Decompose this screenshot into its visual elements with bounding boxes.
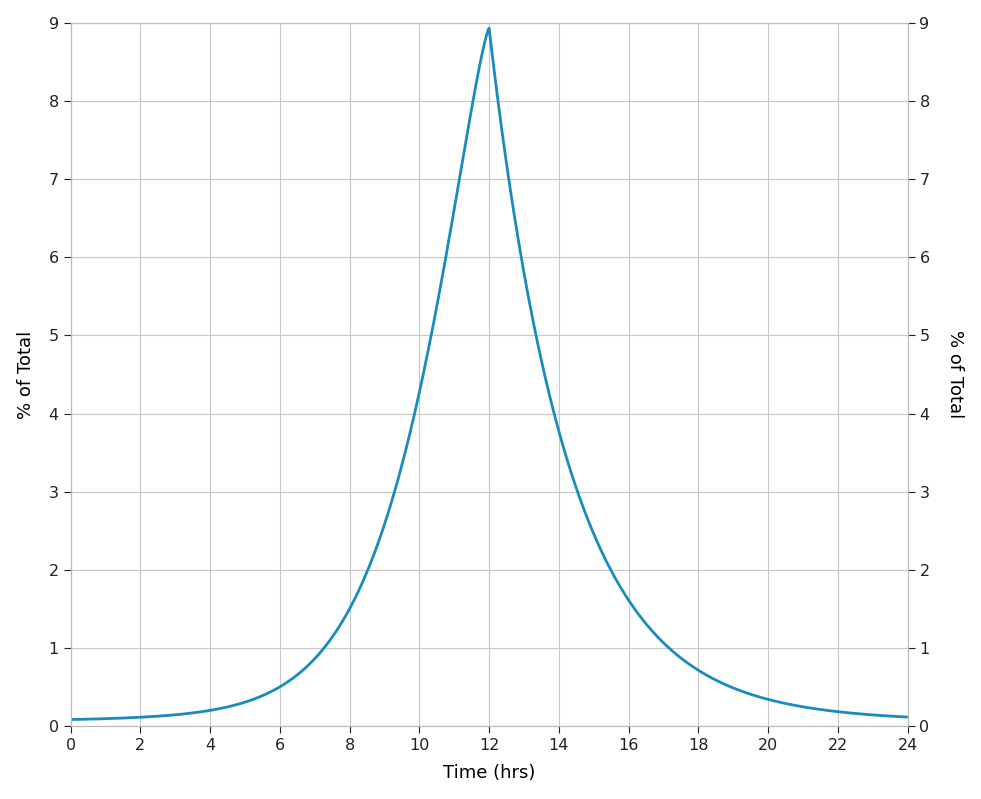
X-axis label: Time (hrs): Time (hrs) <box>443 765 536 782</box>
Y-axis label: % of Total: % of Total <box>17 331 34 419</box>
Y-axis label: % of Total: % of Total <box>947 331 964 419</box>
